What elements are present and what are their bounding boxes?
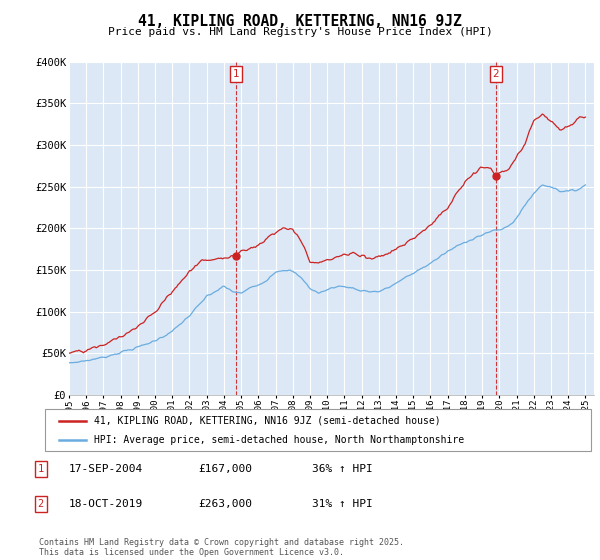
Text: 18-OCT-2019: 18-OCT-2019	[69, 499, 143, 509]
Text: Price paid vs. HM Land Registry's House Price Index (HPI): Price paid vs. HM Land Registry's House …	[107, 27, 493, 37]
Text: 41, KIPLING ROAD, KETTERING, NN16 9JZ: 41, KIPLING ROAD, KETTERING, NN16 9JZ	[138, 14, 462, 29]
Text: 36% ↑ HPI: 36% ↑ HPI	[312, 464, 373, 474]
Text: HPI: Average price, semi-detached house, North Northamptonshire: HPI: Average price, semi-detached house,…	[94, 435, 464, 445]
Text: £167,000: £167,000	[198, 464, 252, 474]
Text: 1: 1	[38, 464, 44, 474]
Text: 2: 2	[493, 69, 499, 79]
Text: £263,000: £263,000	[198, 499, 252, 509]
Text: 2: 2	[38, 499, 44, 509]
Text: 41, KIPLING ROAD, KETTERING, NN16 9JZ (semi-detached house): 41, KIPLING ROAD, KETTERING, NN16 9JZ (s…	[94, 416, 441, 426]
Text: Contains HM Land Registry data © Crown copyright and database right 2025.
This d: Contains HM Land Registry data © Crown c…	[39, 538, 404, 557]
Text: 1: 1	[233, 69, 239, 79]
Text: 17-SEP-2004: 17-SEP-2004	[69, 464, 143, 474]
Text: 31% ↑ HPI: 31% ↑ HPI	[312, 499, 373, 509]
